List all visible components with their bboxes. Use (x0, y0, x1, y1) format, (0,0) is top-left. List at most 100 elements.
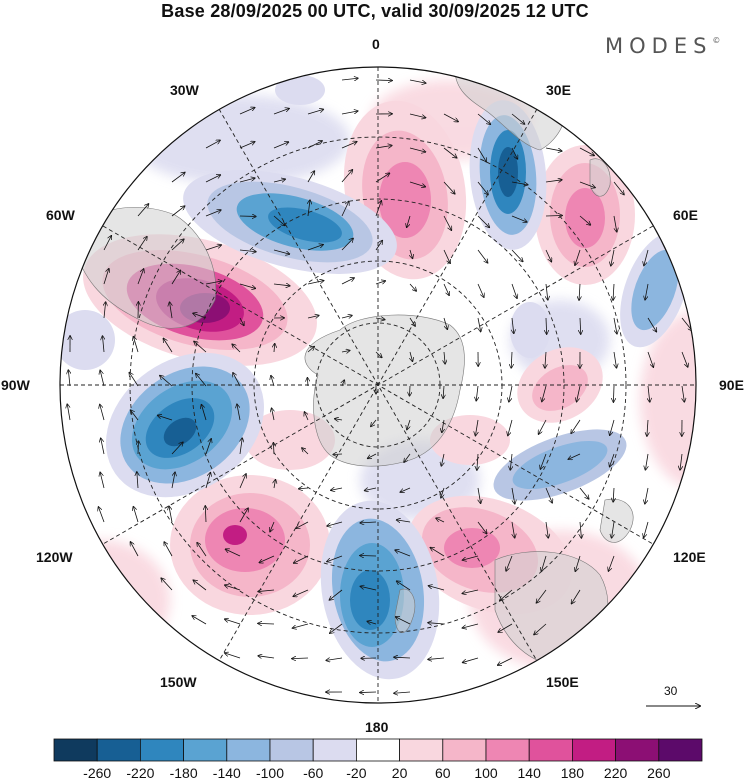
wind-vector (580, 521, 581, 538)
wind-vector (258, 656, 275, 658)
colorbar-swatch (269, 738, 314, 762)
wind-vector (500, 589, 513, 600)
wind-vector (341, 111, 358, 115)
wind-vector (327, 521, 343, 526)
wind-vector (545, 351, 546, 368)
colorbar-swatch (615, 738, 660, 762)
colorbar-tick-label: 260 (647, 765, 671, 781)
colorbar-swatch (96, 738, 141, 762)
wind-vector (575, 555, 581, 571)
lon-label-120e: 120E (673, 549, 706, 565)
wind-vector (273, 179, 285, 182)
wind-vector (545, 180, 562, 182)
wind-vector (478, 487, 481, 503)
wind-vector (192, 616, 207, 625)
negative-anomaly-90w (106, 352, 264, 498)
wind-vector (341, 278, 354, 285)
positive-anomaly-120w (170, 475, 330, 615)
wind-vector (429, 586, 445, 591)
colorbar-tick-label: 220 (603, 765, 628, 781)
wind-vector (579, 181, 595, 188)
wind-vector (308, 200, 310, 217)
wind-vector (428, 658, 445, 659)
wind-vector (205, 281, 222, 285)
wind-vector (129, 373, 139, 387)
wind-vector (330, 623, 343, 633)
wind-vector (571, 419, 581, 433)
colorbar-swatch (226, 738, 271, 762)
wind-vector (645, 487, 649, 504)
wind-vector (294, 555, 309, 563)
colorbar-swatch (183, 738, 228, 762)
wind-vector (375, 241, 382, 251)
wind-vector (130, 542, 139, 557)
wind-vector (225, 619, 241, 625)
wind-vector (341, 78, 358, 80)
wind-vector (511, 521, 515, 538)
wind-vector (169, 506, 173, 523)
wind-vector (259, 555, 275, 563)
wind-vector (100, 405, 105, 421)
colorbar-swatch (442, 738, 487, 762)
lon-label-0: 0 (372, 36, 380, 52)
wind-vector (341, 202, 349, 217)
wind-vector (410, 351, 412, 361)
wind-vector (645, 283, 649, 300)
colorbar-swatch (53, 738, 98, 762)
wind-vector (133, 507, 139, 523)
wind-vector (430, 548, 445, 557)
wind-vector (614, 351, 616, 368)
wind-vector (171, 206, 185, 217)
wind-vector (443, 215, 451, 230)
positive-anomaly-60e (535, 145, 635, 285)
wind-vector (647, 419, 648, 436)
wind-vector (205, 506, 206, 523)
wind-vector (442, 419, 444, 432)
colorbar-swatch (528, 738, 573, 762)
wind-vector (539, 419, 547, 434)
wind-vector (375, 351, 382, 357)
wind-vector (545, 215, 562, 216)
wind-vector (443, 385, 444, 398)
wind-vector (160, 376, 173, 387)
lon-label-180: 180 (365, 719, 389, 735)
wind-vector (333, 454, 343, 455)
colorbar-swatch (312, 738, 357, 762)
wind-vector (477, 249, 488, 263)
wind-vector (272, 408, 274, 421)
antarctica (304, 314, 465, 467)
wind-vector (205, 140, 220, 149)
wind-vector (572, 589, 581, 604)
wind-vector (196, 374, 207, 387)
wind-vector (395, 550, 411, 557)
lon-label-30e: 30E (546, 82, 571, 98)
wind-vector (237, 404, 241, 421)
wind-vector (400, 487, 411, 492)
vector-scale-label: 30 (664, 684, 678, 698)
wind-vector (506, 555, 513, 571)
wind-vector (441, 487, 444, 498)
wind-vector (164, 542, 173, 557)
colorbar (53, 738, 703, 762)
wind-vector (302, 448, 309, 455)
wind-vector (101, 438, 105, 455)
wind-vector (436, 518, 445, 523)
wind-vector (443, 317, 447, 329)
wind-vector (546, 283, 548, 300)
wind-vector (360, 586, 377, 591)
wind-vector (443, 181, 455, 194)
wind-vector (396, 617, 411, 625)
wind-vector (239, 178, 255, 183)
wind-vector (682, 385, 684, 402)
wind-vector (225, 585, 241, 591)
colorbar-swatch (572, 738, 617, 762)
wind-vector (137, 204, 149, 217)
wind-vector (205, 245, 221, 251)
wind-vector (441, 453, 444, 466)
wind-vector (397, 520, 411, 522)
wind-vector (534, 623, 547, 635)
lon-label-90w: 90W (1, 377, 30, 393)
wind-vector (681, 317, 692, 331)
wind-vector (368, 453, 377, 458)
wind-vector (273, 108, 289, 115)
